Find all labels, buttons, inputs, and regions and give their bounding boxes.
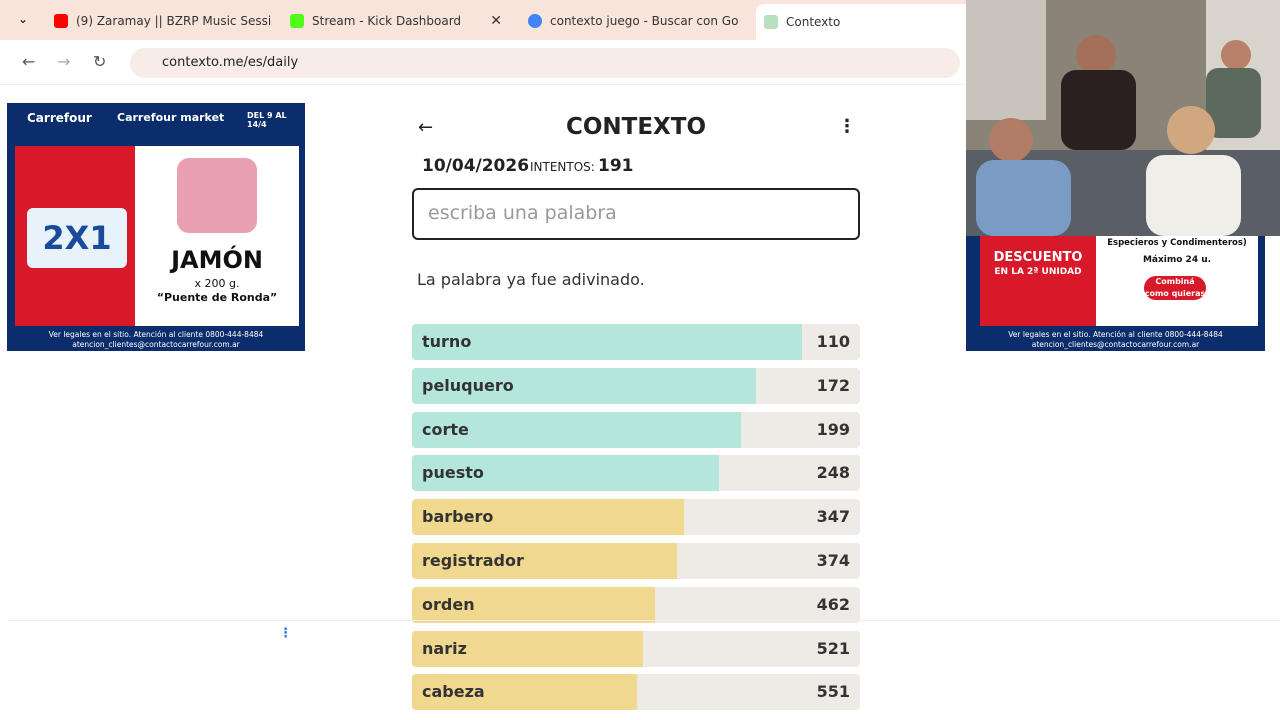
placeholder: escriba una palabra [428,202,617,224]
guess-row: nariz 521 [412,630,860,667]
ad-text: 2X1 [27,208,127,268]
guess-rank: 521 [816,638,850,658]
tab-title: Contexto [786,15,841,29]
guess-row: peluquero 172 [412,367,860,404]
tab[interactable]: Stream - Kick Dashboard ✕ [290,6,510,36]
ad-text: “Puente de Ronda” [156,291,278,304]
guess-row: barbero 347 [412,499,860,536]
guess-bar [412,324,802,360]
guess-bar [412,630,643,667]
menu-button[interactable]: ⋮ [838,116,856,137]
attempts: 191 [598,156,634,176]
ad-text: Carrefour market [117,111,225,124]
tab-title: Stream - Kick Dashboard [312,14,462,28]
ad-right[interactable]: DESCUENTO EN LA 2ª UNIDAD Especieros y C… [966,236,1265,351]
ad-text: x 200 g. [194,277,240,290]
guess-bar [412,543,677,579]
guess-word: registrador [422,551,524,570]
ad-left[interactable]: Carrefour Carrefour market DEL 9 AL 14/4… [7,103,305,351]
guess-word: puesto [422,463,484,483]
game-back-button[interactable]: ← [418,117,434,138]
ad-text: Carrefour [27,111,92,125]
guess-row: registrador 374 [412,543,860,579]
ad-text: Ver legales en el sitio. Atención al cli… [48,330,264,339]
tab-bar: ⌄ (9) Zaramay || BZRP Music Sessi✕ Strea… [0,0,974,40]
tab-title: contexto juego - Buscar con Go [550,14,739,28]
ad-text: DEL 9 AL 14/4 [247,111,287,129]
guess-word: corte [422,419,469,439]
guess-bar [412,411,742,448]
guess-row: puesto 248 [412,455,860,492]
ad-text: Máximo 24 u. [1142,255,1212,265]
guess-rank: 248 [816,463,850,483]
guess-rank: 462 [816,594,850,614]
forward-button[interactable]: → [57,52,71,71]
guess-bar [412,674,637,711]
ad-text: Ver legales en el sitio. Atención al cli… [1008,330,1223,339]
url: contexto.me/es/daily [162,55,299,70]
guess-row: cabeza 551 [412,674,860,711]
guess-word: orden [422,594,475,614]
tab-active[interactable]: Contexto [756,4,974,40]
tab-list-button[interactable]: ⌄ [18,12,29,26]
guess-row: turno 110 [412,324,860,360]
guess-word: peluquero [422,375,514,395]
guess-word: barbero [422,507,494,527]
ad-text: EN LA 2ª UNIDAD [994,267,1082,277]
webcam-overlay [966,0,1280,236]
guess-word: cabeza [422,682,485,702]
guess-bar [412,455,719,492]
guess-row: orden 462 [412,586,860,623]
word-input[interactable]: escriba una palabra [412,188,860,240]
message: La palabra ya fue adivinado. [417,270,645,289]
game-title: CONTEXTO [565,114,707,140]
guess-rank: 551 [816,682,850,702]
date: 10/04/2026 [422,156,530,176]
guess-rank: 199 [816,419,850,439]
tab[interactable]: contexto juego - Buscar con Go✕ [528,6,746,36]
guess-word: nariz [422,638,467,658]
tab[interactable]: (9) Zaramay || BZRP Music Sessi✕ [54,6,274,36]
ad-text: JAMÓN [171,246,263,274]
guess-row: corte 199 [412,411,860,448]
guess-word: turno [422,332,472,351]
ad-text: atencion_clientes@contactocarrefour.com.… [1031,340,1200,349]
tab-title: (9) Zaramay || BZRP Music Sessi [76,14,272,28]
ad-options[interactable]: ⋮ [279,626,292,641]
guess-bar [412,499,685,536]
guess-bar [412,367,757,404]
webcam-image [966,0,1280,236]
guess-rank: 110 [816,332,850,351]
address-bar[interactable]: contexto.me/es/daily [130,48,960,78]
attempts-label: INTENTOS: [530,160,595,174]
ad-text: Combiná como quieras [1144,276,1206,300]
ad-text: Especieros y Condimenteros) [1107,238,1247,248]
back-button[interactable]: ← [22,52,36,71]
guess-rank: 172 [816,375,850,395]
reload-button[interactable]: ↻ [93,52,107,71]
guess-rank: 347 [816,507,850,527]
ad-text: atencion_clientes@contactocarrefour.com.… [72,340,240,349]
guess-rank: 374 [816,551,850,570]
ad-text: DESCUENTO [993,250,1083,265]
guess-bar [412,586,655,623]
